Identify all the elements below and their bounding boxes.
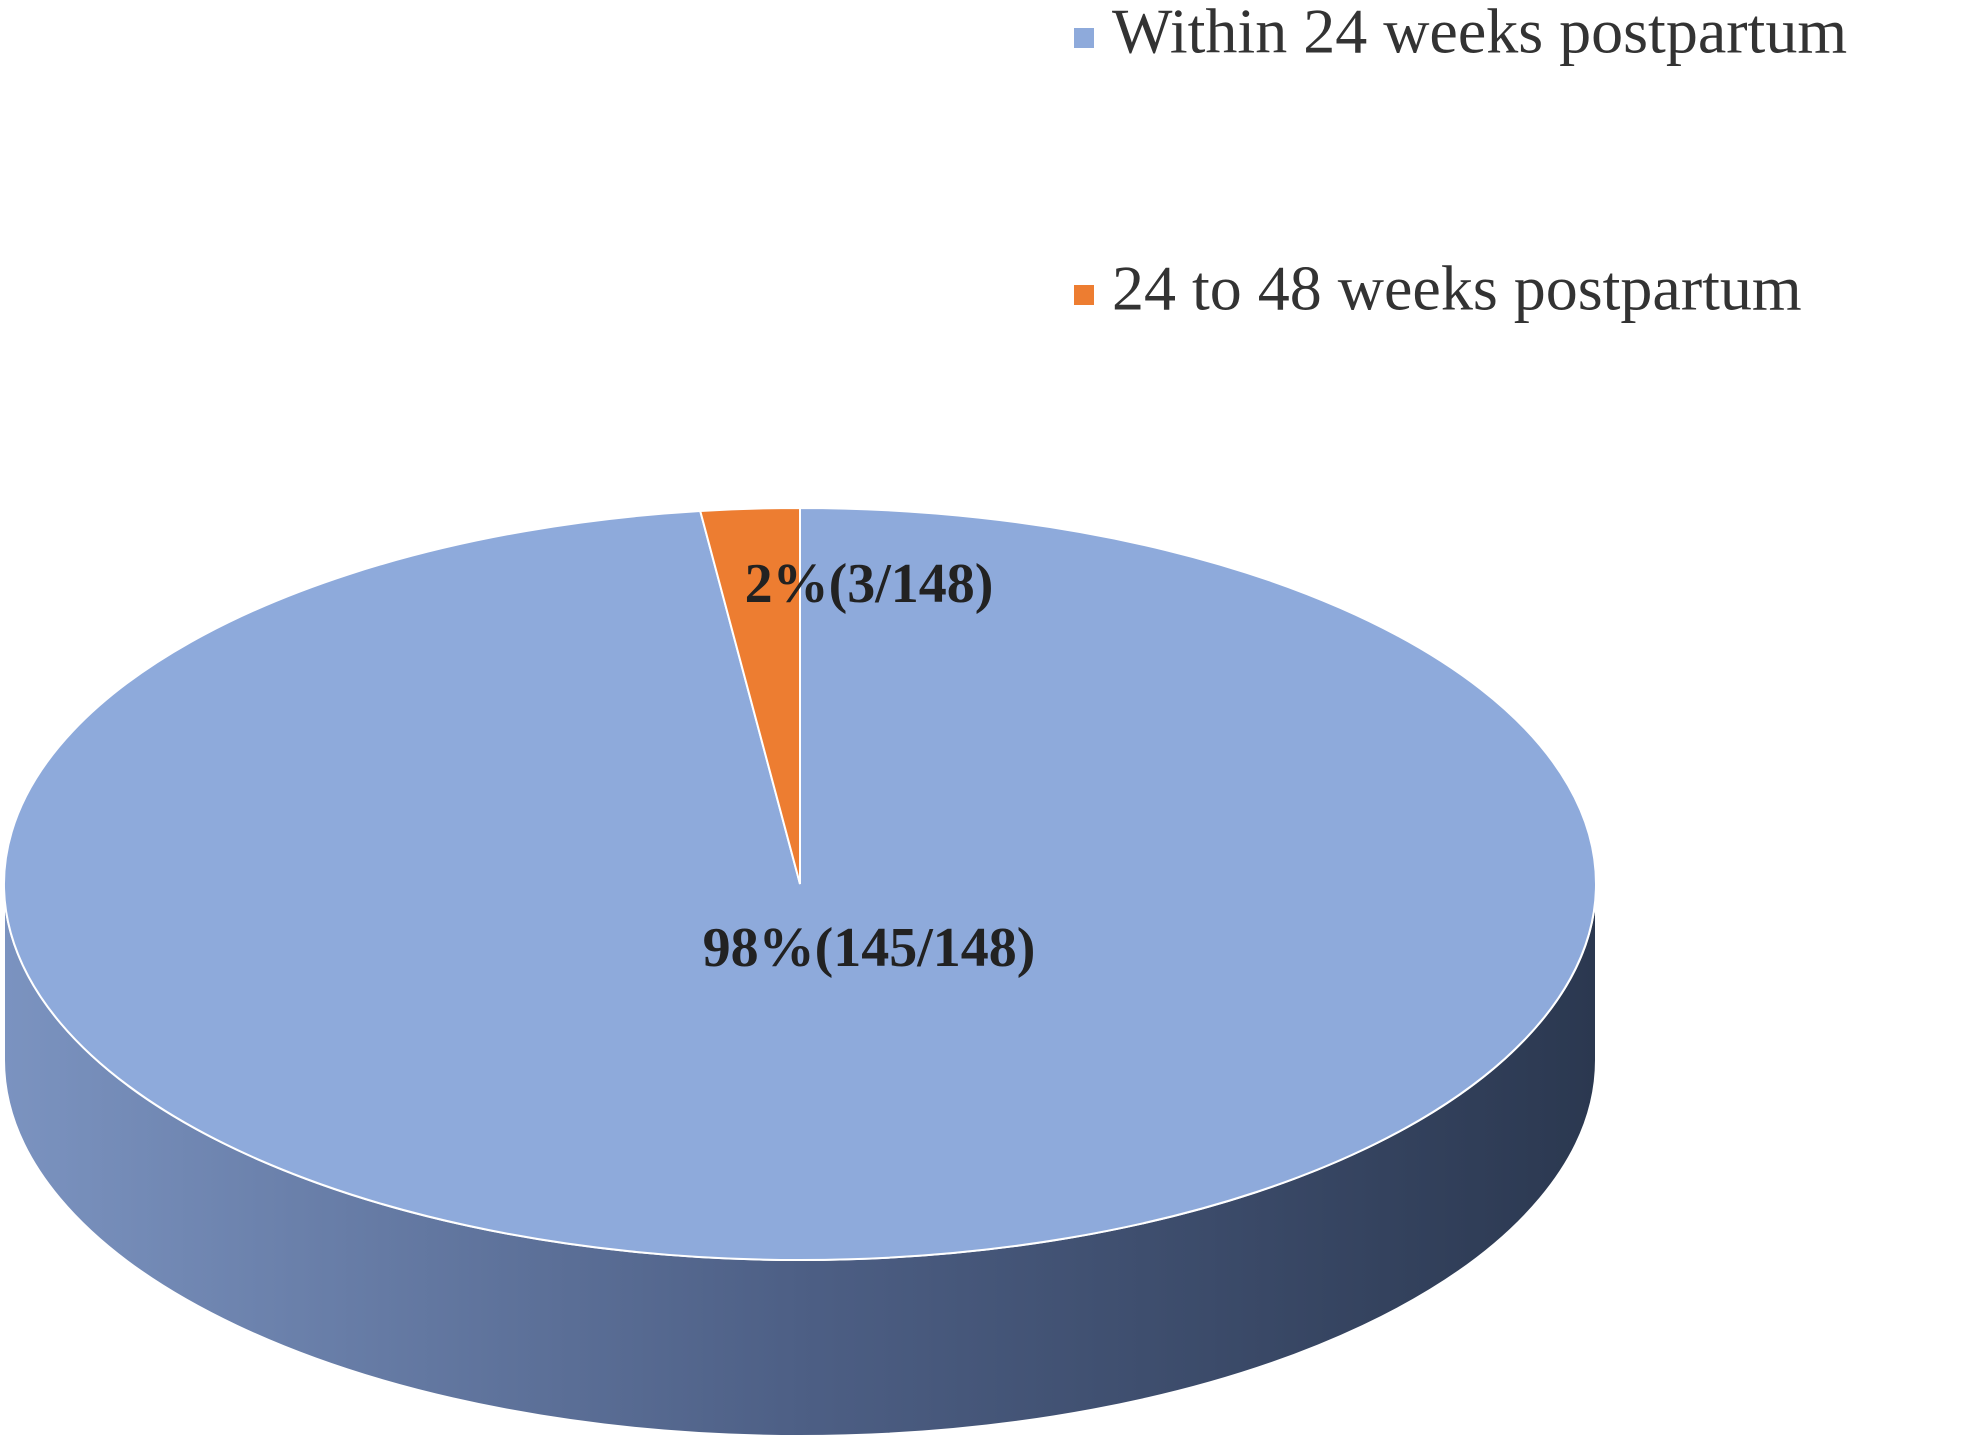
legend-swatch	[1074, 285, 1094, 305]
legend-swatch	[1074, 28, 1094, 48]
legend-text: 24 to 48 weeks postpartum	[1112, 253, 1802, 324]
value-label: 98%(145/148)	[703, 917, 1036, 979]
pie-slice	[698, 506, 801, 885]
value-label: 2%(3/148)	[745, 553, 994, 615]
legend-text: Within 24 weeks postpartum	[1112, 0, 1847, 67]
